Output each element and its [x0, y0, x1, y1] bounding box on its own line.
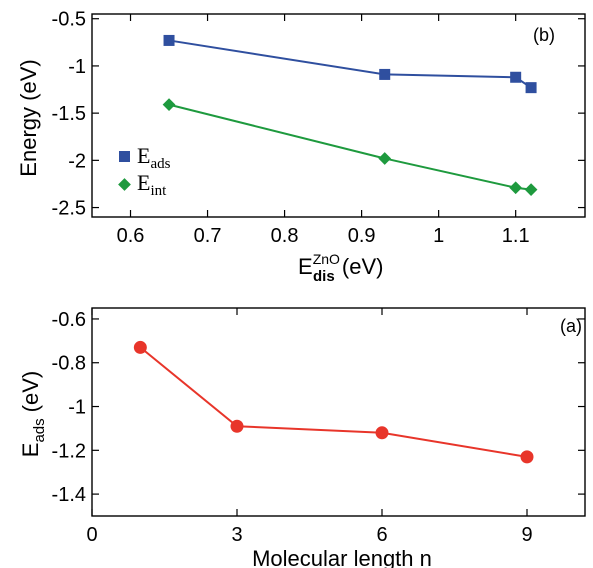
legend-label-eint: Eint [137, 170, 167, 199]
legend-eads-base: E [137, 143, 150, 168]
y-tick-label-a: -1.2 [52, 440, 86, 462]
data-point-a-0 [133, 340, 147, 354]
x-axis-title-b-sub: dis [313, 268, 335, 285]
data-point-b-0 [525, 82, 537, 94]
x-tick-label-a: 6 [376, 524, 387, 546]
legend-marker-eint [118, 178, 131, 191]
y-axis-title-a-sub: ads [31, 418, 48, 442]
data-point-b-0 [163, 34, 175, 46]
x-axis-title-b: EZnO(eV) [298, 251, 383, 279]
y-tick-label-b: -2 [68, 150, 86, 172]
series-lines-a [139, 346, 528, 458]
panel-label-b: (b) [533, 25, 555, 45]
y-tick-label-a: -0.6 [52, 309, 86, 331]
y-axis-title-a-base: E [18, 443, 43, 458]
y-tick-label-b: -1.5 [52, 103, 86, 125]
legend-label-eads: Eads [137, 143, 171, 172]
legend-b: Eads Eint [118, 143, 171, 199]
plot-frame-a [91, 307, 586, 517]
data-point-b-0 [510, 71, 522, 83]
legend-eint-sub: int [150, 183, 167, 199]
series-line-b-1 [168, 103, 532, 191]
data-point-a-0 [230, 419, 244, 433]
x-tick-label-b: 0.9 [348, 225, 376, 247]
data-point-a-0 [375, 426, 389, 440]
chart-panel-a: 0 3 6 9 -0.6 -0.8 -1 -1.2 -1.4 (a) Eads (eV) Mole… [18, 307, 586, 568]
x-tick-label-b: 0.8 [271, 225, 299, 247]
y-tick-label-b: -2.5 [52, 198, 86, 220]
x-tick-label-b: 0.7 [194, 225, 222, 247]
x-tick-label-a: 3 [231, 524, 242, 546]
series-markers-a [133, 340, 534, 464]
x-tick-label-b: 1 [433, 225, 444, 247]
series-line-b-0 [168, 39, 532, 89]
data-point-a-0 [520, 450, 534, 464]
y-axis-title-b: Energy (eV) [16, 59, 41, 176]
y-axis-title-a-text: Eads (eV) [18, 371, 48, 457]
y-axis-title-a-unit: (eV) [18, 371, 43, 413]
y-tick-label-b: -0.5 [52, 9, 86, 31]
panel-label-a: (a) [560, 316, 582, 336]
series-lines-b [168, 39, 532, 191]
data-point-b-1 [162, 98, 176, 112]
series-markers-b [162, 34, 538, 196]
x-axis-title-b-base: E [298, 254, 313, 279]
y-tick-label-b: -1 [68, 56, 86, 78]
legend-marker-eads [119, 151, 130, 162]
x-axis-title-b-sup: ZnO [313, 251, 340, 267]
legend-eads-sub: ads [150, 156, 170, 172]
data-point-b-1 [524, 183, 538, 196]
data-point-b-1 [378, 152, 392, 165]
series-line-a-0 [139, 346, 528, 458]
x-axis-title-b-unit: (eV) [342, 254, 384, 279]
y-tick-label-a: -1 [68, 397, 86, 419]
legend-eint-base: E [137, 170, 150, 195]
chart-panel-b: 0.6 0.7 0.8 0.9 1 1.1 -0.5 -1 -1.5 -2 -2.5 (b) Ene… [16, 9, 586, 285]
y-tick-label-a: -1.4 [52, 484, 86, 506]
data-point-b-1 [509, 181, 523, 195]
data-point-b-0 [379, 68, 391, 80]
ticks-a: 0 3 6 9 -0.6 -0.8 -1 -1.2 -1.4 [52, 308, 585, 546]
x-tick-label-a: 9 [521, 524, 532, 546]
plot-frame-b [91, 13, 586, 218]
x-axis-title-a: Molecular length n [252, 546, 432, 568]
ticks-b: 0.6 0.7 0.8 0.9 1 1.1 -0.5 -1 -1.5 -2 -2.5 [52, 9, 585, 247]
y-axis-title-a: Eads (eV) [18, 371, 48, 457]
y-tick-label-a: -0.8 [52, 353, 86, 375]
x-tick-label-b: 1.1 [502, 225, 530, 247]
x-tick-label-b: 0.6 [117, 225, 145, 247]
x-tick-label-a: 0 [86, 524, 97, 546]
